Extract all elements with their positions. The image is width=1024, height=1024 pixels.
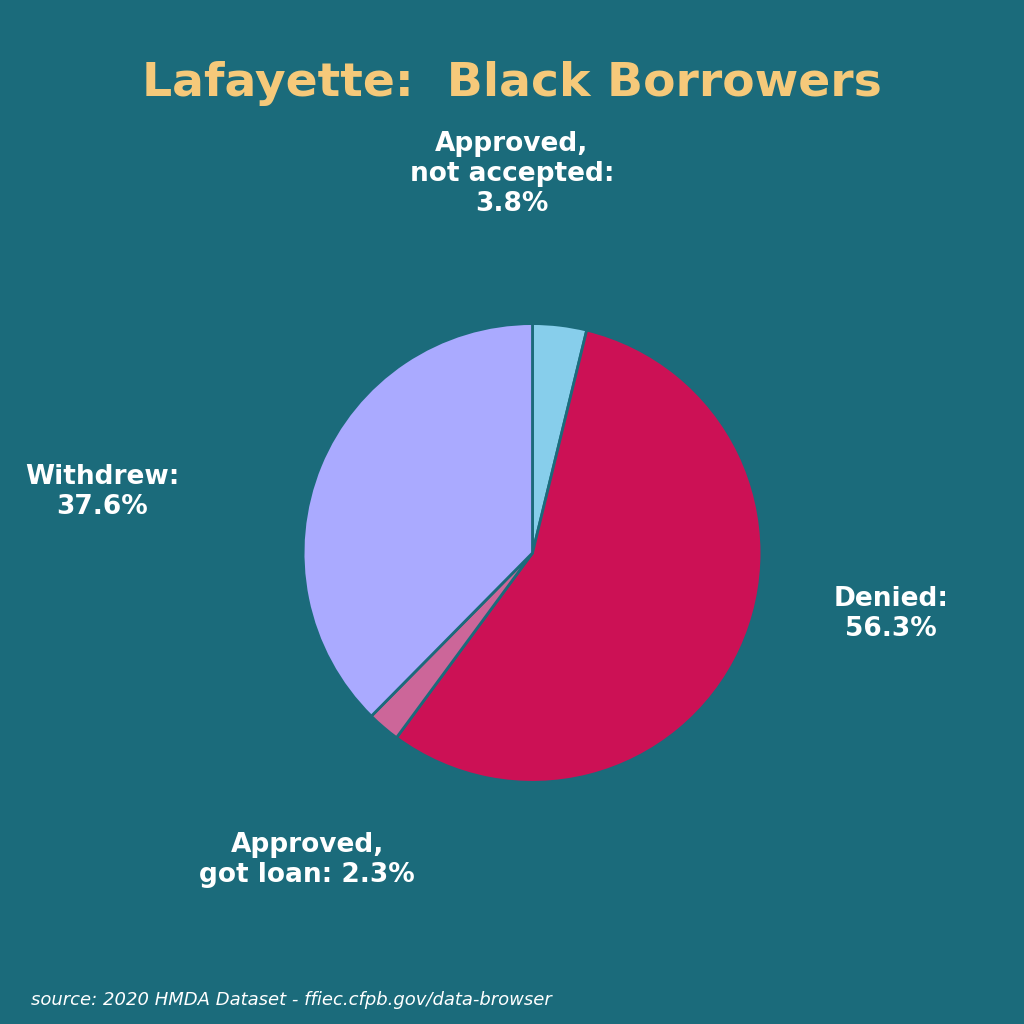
- Wedge shape: [396, 330, 762, 782]
- Wedge shape: [303, 324, 532, 716]
- Text: source: 2020 HMDA Dataset - ffiec.cfpb.gov/data-browser: source: 2020 HMDA Dataset - ffiec.cfpb.g…: [31, 990, 552, 1009]
- Wedge shape: [372, 553, 532, 737]
- Wedge shape: [532, 324, 587, 553]
- Text: Denied:
56.3%: Denied: 56.3%: [834, 587, 948, 642]
- Text: Withdrew:
37.6%: Withdrew: 37.6%: [26, 464, 179, 519]
- Text: Lafayette:  Black Borrowers: Lafayette: Black Borrowers: [142, 61, 882, 106]
- Text: Approved,
got loan: 2.3%: Approved, got loan: 2.3%: [200, 833, 415, 888]
- Text: Approved,
not accepted:
3.8%: Approved, not accepted: 3.8%: [410, 131, 614, 217]
